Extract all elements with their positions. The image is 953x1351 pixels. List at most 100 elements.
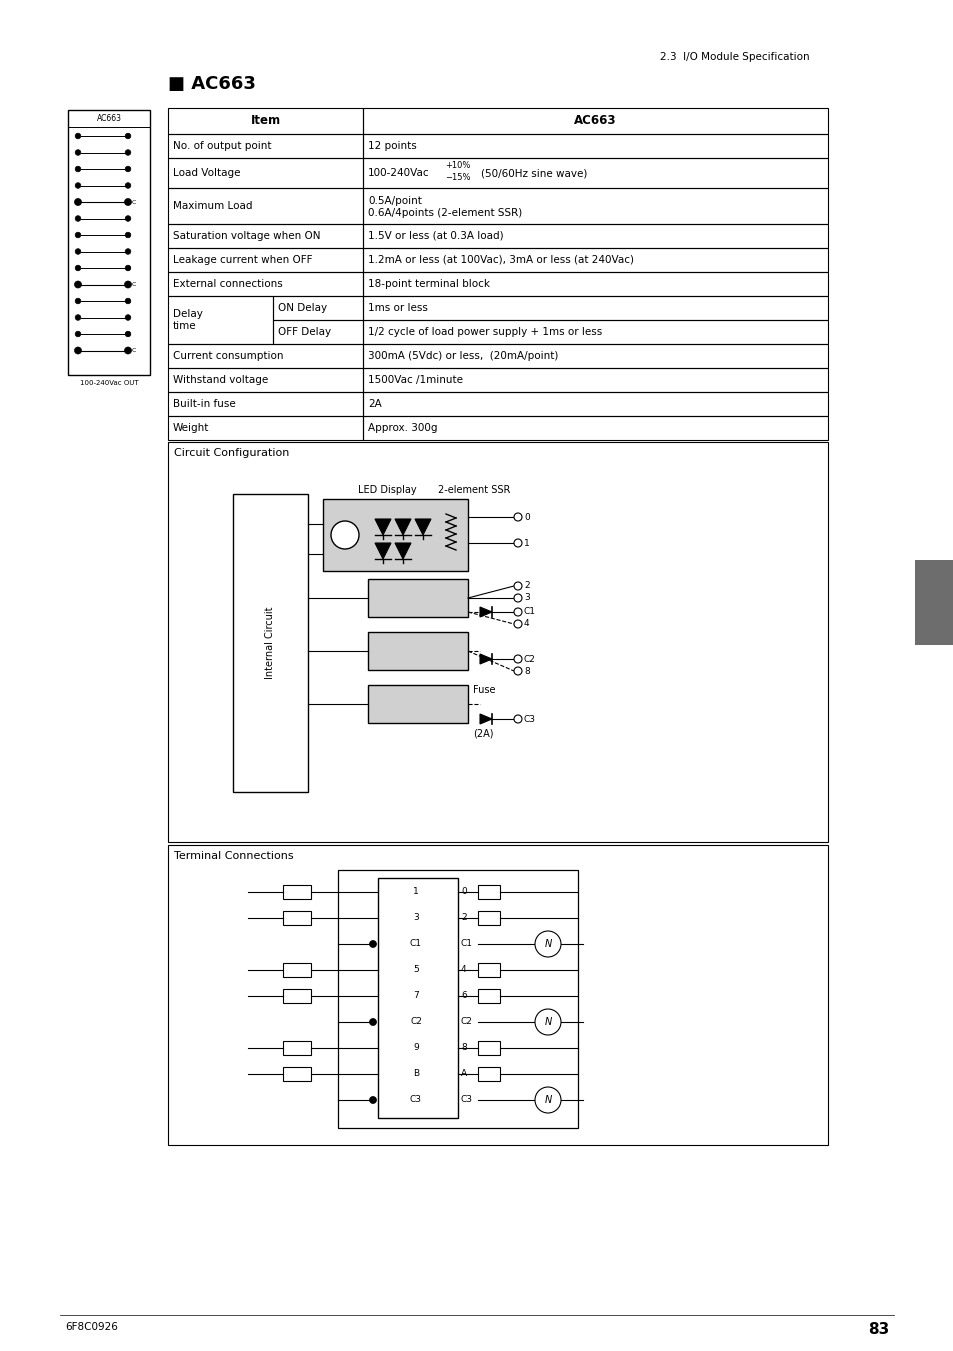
Text: 0: 0 [523, 512, 529, 521]
Circle shape [75, 216, 81, 222]
Text: Maximum Load: Maximum Load [172, 201, 253, 211]
Text: Current consumption: Current consumption [172, 351, 283, 361]
Text: C1: C1 [460, 939, 473, 948]
Bar [363, 249, 827, 272]
Text: 3: 3 [413, 913, 418, 923]
Text: Item: Item [251, 115, 280, 127]
Text: (50/60Hz sine wave): (50/60Hz sine wave) [480, 168, 587, 178]
Text: 0.5A/point: 0.5A/point [368, 196, 421, 205]
Polygon shape [395, 543, 411, 559]
Text: C1: C1 [523, 608, 536, 616]
Bar [363, 188, 827, 224]
Circle shape [74, 281, 81, 288]
Circle shape [514, 582, 521, 590]
Text: 1: 1 [413, 888, 418, 897]
Circle shape [75, 166, 81, 172]
Circle shape [125, 315, 131, 320]
Text: Fuse: Fuse [473, 685, 495, 694]
Text: 2: 2 [924, 590, 942, 615]
Text: Approx. 300g: Approx. 300g [368, 423, 437, 434]
Bar [168, 416, 363, 440]
Circle shape [74, 199, 81, 205]
Bar [273, 296, 363, 320]
Circle shape [369, 1019, 376, 1025]
Bar [337, 870, 578, 1128]
Circle shape [514, 715, 521, 723]
Circle shape [514, 608, 521, 616]
Text: C: C [132, 282, 136, 286]
Bar [168, 844, 827, 1146]
Circle shape [125, 134, 131, 139]
Bar [377, 878, 457, 1119]
Circle shape [75, 249, 81, 254]
Bar [477, 1067, 499, 1081]
Text: Withstand voltage: Withstand voltage [172, 376, 268, 385]
Text: +10%: +10% [444, 162, 470, 170]
Bar [283, 963, 311, 977]
Text: No. of output point: No. of output point [172, 141, 272, 151]
Bar [168, 367, 363, 392]
Bar [363, 296, 827, 320]
Text: 9: 9 [413, 1043, 418, 1052]
Text: (2A): (2A) [473, 730, 493, 739]
Text: 300mA (5Vdc) or less,  (20mA/point): 300mA (5Vdc) or less, (20mA/point) [368, 351, 558, 361]
Text: 6: 6 [460, 992, 466, 1001]
Text: 12 points: 12 points [368, 141, 416, 151]
Text: 1: 1 [523, 539, 529, 547]
Text: 100-240Vac: 100-240Vac [368, 168, 429, 178]
Bar [168, 224, 363, 249]
Bar [168, 392, 363, 416]
Text: C: C [132, 200, 136, 204]
Text: 2.3  I/O Module Specification: 2.3 I/O Module Specification [659, 51, 809, 62]
Text: Built-in fuse: Built-in fuse [172, 399, 235, 409]
Bar [168, 296, 273, 345]
Bar [283, 911, 311, 925]
Text: ■ AC663: ■ AC663 [168, 76, 255, 93]
Polygon shape [479, 607, 492, 617]
Text: C2: C2 [410, 1017, 421, 1027]
Text: Saturation voltage when ON: Saturation voltage when ON [172, 231, 320, 240]
Bar [363, 134, 827, 158]
Text: Circuit Configuration: Circuit Configuration [173, 449, 289, 458]
Text: C3: C3 [410, 1096, 421, 1105]
Circle shape [125, 265, 131, 270]
Circle shape [75, 331, 81, 336]
Circle shape [514, 667, 521, 676]
Circle shape [75, 315, 81, 320]
Text: 1ms or less: 1ms or less [368, 303, 428, 313]
Circle shape [535, 1088, 560, 1113]
Text: A: A [460, 1070, 467, 1078]
Text: 5: 5 [413, 966, 418, 974]
Text: External connections: External connections [172, 280, 282, 289]
Text: C2: C2 [460, 1017, 473, 1027]
Polygon shape [415, 519, 431, 535]
Bar [368, 632, 468, 670]
Circle shape [125, 249, 131, 254]
Bar [168, 134, 363, 158]
Text: N: N [544, 939, 551, 948]
Text: OFF Delay: OFF Delay [277, 327, 331, 336]
Bar [68, 109, 150, 376]
Text: −15%: −15% [444, 173, 470, 181]
Bar [283, 989, 311, 1002]
Circle shape [369, 1097, 376, 1104]
Bar [283, 885, 311, 898]
Text: 2-element SSR: 2-element SSR [437, 485, 510, 494]
Text: C3: C3 [460, 1096, 473, 1105]
Circle shape [125, 182, 131, 188]
Bar [363, 158, 827, 188]
Polygon shape [479, 654, 492, 663]
Circle shape [125, 232, 131, 238]
Bar [477, 989, 499, 1002]
Circle shape [75, 232, 81, 238]
Bar [168, 108, 363, 134]
Bar [363, 108, 827, 134]
Circle shape [514, 594, 521, 603]
Bar [168, 158, 363, 188]
Text: 1.5V or less (at 0.3A load): 1.5V or less (at 0.3A load) [368, 231, 503, 240]
Text: Delay
time: Delay time [172, 309, 203, 331]
Circle shape [75, 134, 81, 139]
Text: Weight: Weight [172, 423, 209, 434]
Circle shape [514, 513, 521, 521]
Bar [168, 249, 363, 272]
